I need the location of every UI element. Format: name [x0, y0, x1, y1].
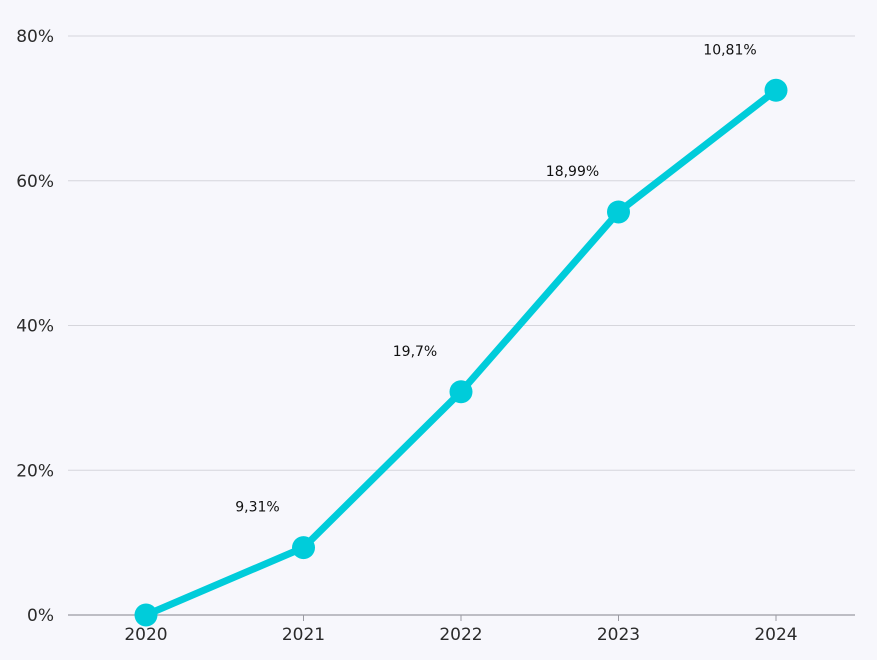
y-tick-label: 40%	[16, 317, 54, 337]
data-label: 18,99%	[546, 164, 599, 180]
y-tick-label: 80%	[16, 27, 54, 47]
data-label: 10,81%	[703, 42, 756, 58]
gridlines	[68, 35, 855, 471]
x-tick-label: 2020	[124, 625, 167, 645]
y-tick-label: 60%	[16, 172, 54, 192]
y-tick-label: 20%	[16, 461, 54, 481]
data-label: 9,31%	[235, 500, 279, 516]
data-labels: 9,31% 19,7% 18,99% 10,81%	[235, 42, 756, 515]
data-point	[134, 603, 158, 627]
x-tick-label: 2022	[439, 625, 482, 645]
x-tick-label: 2021	[282, 625, 325, 645]
data-point	[449, 380, 473, 404]
data-point	[292, 536, 315, 560]
y-tick-label: 0%	[27, 606, 54, 626]
x-tick-label: 2023	[597, 625, 640, 645]
data-point	[764, 78, 788, 102]
axes: 0% 20% 40% 60% 80% 2020 2021 2022 2023 2024	[16, 27, 855, 645]
series	[134, 78, 788, 627]
data-label: 19,7%	[393, 344, 437, 360]
x-tick-label: 2024	[754, 625, 797, 645]
data-point	[607, 200, 630, 224]
